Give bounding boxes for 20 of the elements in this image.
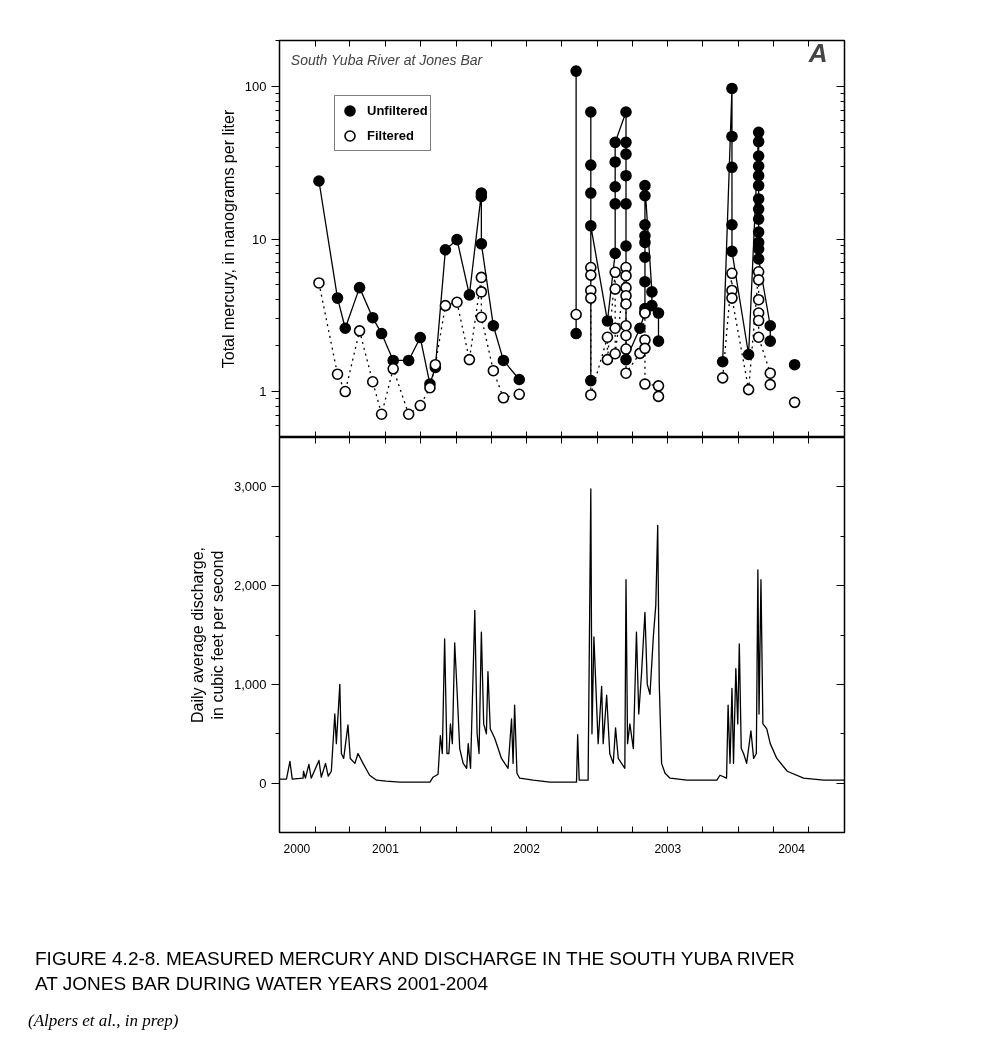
- y-tick-label: 10: [252, 231, 267, 247]
- y-axis-title: Total mercury, in nanograms per liter: [219, 109, 237, 369]
- y-tick-label: 3,000: [233, 479, 267, 495]
- x-tick-label: 2000: [283, 841, 311, 856]
- annotation: A: [807, 38, 828, 69]
- y-tick-label: 0: [259, 775, 267, 791]
- legend-label: Unfiltered: [367, 102, 428, 120]
- y-tick-label: 100: [244, 78, 267, 94]
- y-tick-label: 1: [259, 384, 267, 400]
- y-axis-title: Daily average discharge, in cubic feet per second: [188, 546, 226, 724]
- x-tick-label: 2002: [513, 841, 541, 856]
- x-tick-label: 2004: [778, 841, 806, 856]
- caption: FIGURE 4.2-8. MEASURED MERCURY AND DISCHARGE IN THE SOUTH YUBA RIVER AT JONES BAR DURING WATER YEARS 2001-2004: [35, 947, 795, 996]
- annotation: South Yuba River at Jones Bar: [290, 52, 484, 69]
- y-tick-label: 1,000: [233, 676, 267, 692]
- x-tick-label: 2001: [372, 841, 400, 856]
- legend-label: Filtered: [367, 127, 414, 145]
- x-tick-label: 2003: [654, 841, 682, 856]
- text: (Alpers et al., in prep): [28, 1010, 179, 1033]
- y-tick-label: 2,000: [233, 578, 267, 594]
